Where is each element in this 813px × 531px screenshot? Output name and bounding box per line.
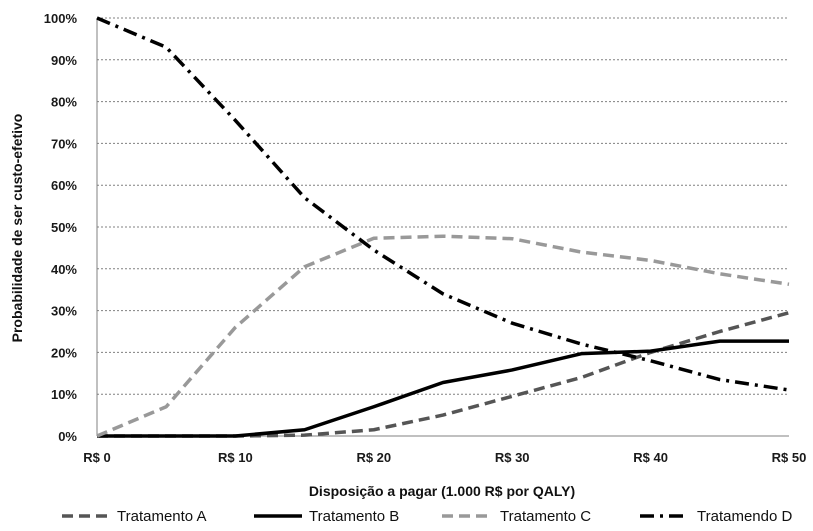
series-line-2 xyxy=(97,339,789,438)
y-tick-label: 10% xyxy=(51,387,77,402)
legend-label-2: Tratamento B xyxy=(309,508,399,525)
series-line-4 xyxy=(96,16,790,392)
legend-label-1: Tratamento A xyxy=(117,508,207,525)
legend-label-3: Tratamento C xyxy=(500,508,591,525)
x-tick-label: R$ 0 xyxy=(83,450,110,465)
y-tick-label: 20% xyxy=(51,345,77,360)
x-tick-label: R$ 30 xyxy=(495,450,530,465)
x-tick-label: R$ 50 xyxy=(772,450,807,465)
y-tick-label: 90% xyxy=(51,53,77,68)
x-tick-label: R$ 40 xyxy=(633,450,668,465)
x-tick-label: R$ 10 xyxy=(218,450,253,465)
series-lines xyxy=(96,16,790,438)
legend-label-4: Tratamendo D xyxy=(697,508,792,525)
y-tick-label: 80% xyxy=(51,95,77,110)
x-axis-label: Disposição a pagar (1.000 R$ por QALY) xyxy=(309,483,575,499)
y-tick-labels: 0% 10% 20% 30% 40% 50% 60% 70% 80% 90% 100% xyxy=(44,11,78,444)
y-tick-label: 60% xyxy=(51,178,77,193)
y-tick-label: 0% xyxy=(58,429,77,444)
y-tick-label: 30% xyxy=(51,304,77,319)
y-axis-label: Probabilidade de ser custo-efetivo xyxy=(9,114,25,343)
series-line-1 xyxy=(97,311,790,438)
x-tick-labels: R$ 0 R$ 10 R$ 20 R$ 30 R$ 40 R$ 50 xyxy=(83,450,806,465)
legend: Tratamento A Tratamento B Tratamento C Trat… xyxy=(62,508,792,525)
y-tick-label: 50% xyxy=(51,220,77,235)
series-line-3 xyxy=(96,234,790,438)
y-tick-label: 40% xyxy=(51,262,77,277)
y-tick-label: 100% xyxy=(44,11,78,26)
x-tick-label: R$ 20 xyxy=(356,450,391,465)
y-tick-label: 70% xyxy=(51,136,77,151)
grid-lines xyxy=(97,17,789,395)
